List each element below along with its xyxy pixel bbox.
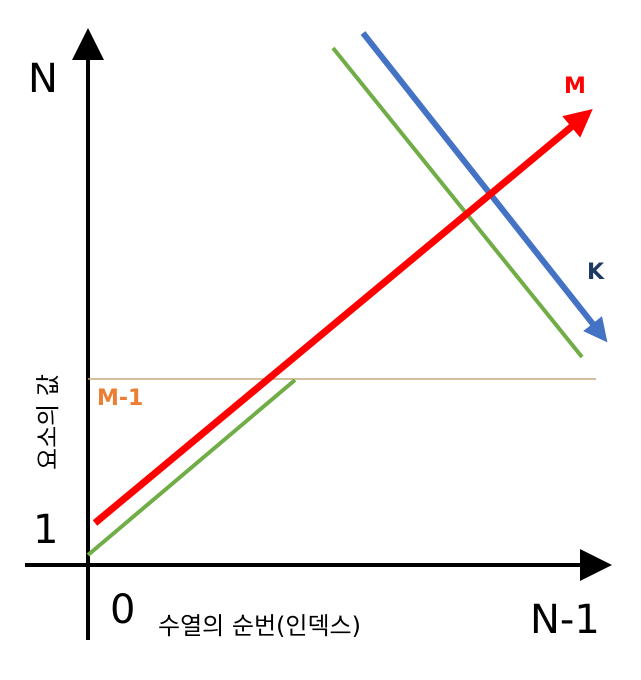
y-top-label: N [28,56,58,102]
x-axis-title: 수열의 순번(인덱스) [158,612,361,640]
green-lower-line [86,378,297,557]
x-end-label: N-1 [530,597,600,643]
m-minus-1-label: M-1 [97,386,143,411]
green-upper-line [331,46,584,359]
x-origin-label: 0 [110,587,135,633]
k-label: K [587,260,605,285]
y-axis-title: 요소의 값 [34,374,62,470]
y-one-label: 1 [33,507,58,553]
k-arrow [360,31,608,343]
m-label: M [564,74,586,99]
m-arrow [92,109,593,526]
